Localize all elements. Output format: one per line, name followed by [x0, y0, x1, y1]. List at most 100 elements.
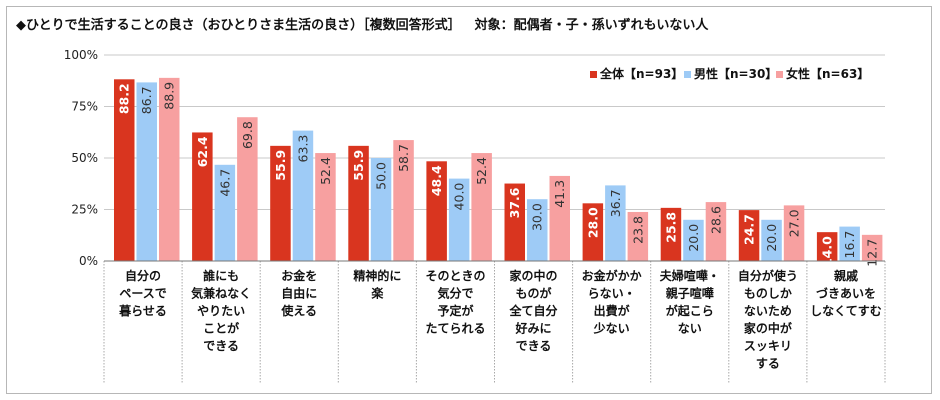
data-label: 28.6: [708, 206, 723, 234]
chart-subtitle: 対象：配偶者・子・孫いずれもいない人: [474, 18, 709, 33]
category-label: できる: [516, 339, 552, 353]
bar: [605, 185, 626, 261]
data-label: 52.4: [474, 157, 489, 185]
bar: [783, 205, 805, 261]
category-label: しなくてすむ: [810, 304, 882, 318]
category-label: ペースで: [119, 287, 166, 301]
bar: [761, 219, 782, 261]
bar: [582, 203, 604, 261]
category-label: 誰にも: [203, 268, 239, 283]
bar: [315, 153, 336, 261]
data-label: 46.7: [217, 169, 232, 197]
bar: [527, 199, 548, 261]
bar: [627, 211, 649, 261]
category-label: 予定が: [437, 303, 473, 318]
bar: [705, 202, 727, 261]
y-tick-label: 50%: [71, 151, 98, 165]
data-label: 58.7: [396, 144, 411, 172]
y-tick-label: 25%: [71, 203, 98, 217]
data-label: 41.3: [552, 180, 567, 208]
legend-swatch: [590, 71, 597, 78]
bar: [549, 175, 570, 261]
data-label: 36.7: [608, 189, 623, 217]
bar: [159, 77, 180, 261]
legend-swatch: [776, 71, 783, 78]
category-label: ものが: [516, 286, 552, 301]
category-label: そのときの: [425, 269, 485, 283]
bar: [660, 207, 682, 261]
bar: [504, 183, 525, 261]
category-label: 使える: [280, 303, 317, 318]
chart-title: ◆ひとりで生活することの良さ（おひとりさま生活の良さ）［複数回答形式］: [16, 18, 461, 33]
category-label: 少ない: [593, 321, 630, 336]
data-label: 88.2: [117, 83, 132, 114]
category-label: できる: [203, 339, 239, 353]
legend-label: 全体【n=93】: [599, 66, 683, 81]
data-label: 20.0: [686, 224, 701, 252]
bar: [738, 210, 760, 261]
data-label: 20.0: [764, 224, 779, 252]
category-label: 好みに: [515, 321, 552, 336]
category-label: 気兼ねなく: [191, 286, 251, 301]
category-label: ことが: [203, 321, 239, 336]
legend-label: 女性【n=63】: [786, 66, 869, 81]
chart-title-line: ◆ひとりで生活することの良さ（おひとりさま生活の良さ）［複数回答形式］ 対象：配偶…: [16, 14, 708, 33]
legend-swatch: [684, 71, 691, 78]
data-label: 55.9: [351, 150, 366, 181]
data-label: 25.8: [663, 212, 678, 243]
data-label: 50.0: [374, 162, 389, 190]
category-label: ないため: [744, 304, 792, 318]
data-label: 55.9: [273, 150, 288, 181]
data-label: 37.6: [507, 187, 522, 218]
y-tick-label: 75%: [71, 100, 98, 114]
category-label: ない: [678, 322, 702, 336]
category-label: 精神的に: [353, 268, 401, 283]
category-label: たてられる: [425, 322, 485, 336]
category-label: する: [756, 357, 780, 371]
category-label: 家の中が: [744, 321, 792, 336]
data-label: 69.8: [240, 121, 255, 149]
category-label: 自分の: [125, 268, 161, 283]
bar: [370, 158, 392, 261]
bar: [839, 226, 860, 261]
category-label: 自分が使う: [738, 268, 798, 283]
bar: [426, 161, 447, 261]
data-label: 28.0: [585, 207, 600, 238]
data-label: 88.9: [162, 82, 177, 110]
bar: [292, 130, 314, 261]
category-label: やりたい: [197, 304, 245, 318]
category-label: 出費が: [594, 303, 630, 318]
bar: [214, 164, 236, 261]
legend-label: 男性【n=30】: [694, 66, 777, 81]
category-label: ものしか: [744, 287, 792, 301]
bar: [683, 219, 704, 261]
category-label: 暮らせる: [118, 303, 167, 318]
category-label: 楽: [371, 286, 384, 301]
bar: [816, 232, 838, 261]
category-label: スッキリ: [744, 339, 792, 353]
data-label: 23.8: [630, 216, 645, 244]
category-label: 自由に: [281, 286, 317, 301]
data-label: 48.4: [429, 165, 444, 196]
category-label: 全て自分: [509, 303, 558, 318]
category-label: 親戚: [834, 268, 858, 283]
data-label: 86.7: [139, 86, 154, 114]
data-label: 16.7: [842, 231, 857, 259]
data-label: 27.0: [787, 209, 802, 237]
category-label: づきあいを: [816, 286, 876, 301]
data-label: 63.3: [295, 135, 310, 163]
bar: [348, 145, 369, 261]
data-label: 14.0: [820, 236, 835, 267]
bar: [270, 145, 291, 261]
bar: [393, 140, 414, 261]
data-label: 24.7: [742, 214, 757, 245]
category-label: 夫婦喧嘩・: [659, 268, 720, 283]
data-label: 12.7: [865, 239, 880, 267]
category-label: 親子喧嘩: [666, 286, 714, 301]
category-label: らない・: [588, 287, 636, 301]
category-label: が起こら: [666, 303, 714, 318]
y-tick-label: 100%: [64, 48, 98, 62]
bar: [192, 132, 213, 261]
data-label: 40.0: [452, 183, 467, 211]
